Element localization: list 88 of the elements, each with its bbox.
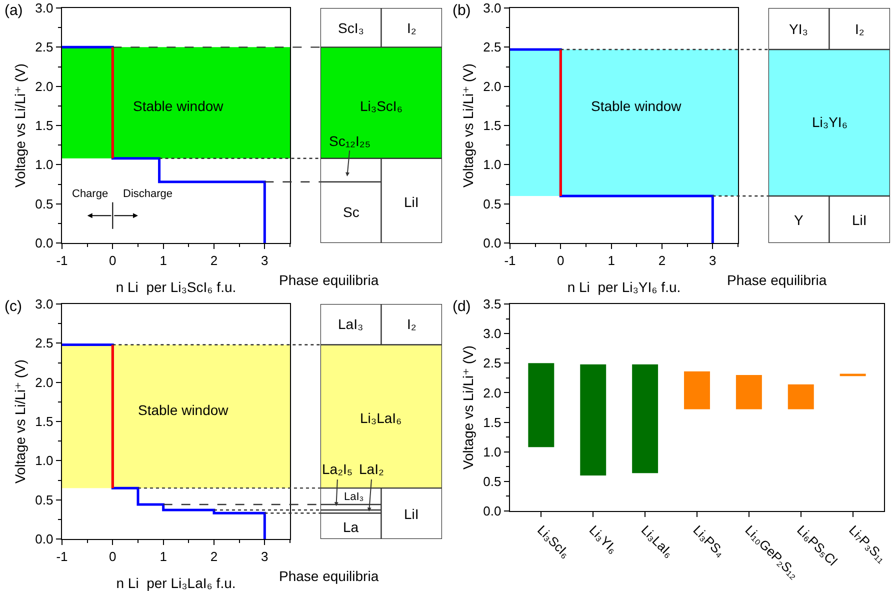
x-tick-label: 0 <box>557 252 564 268</box>
annotation: Stable window <box>133 98 224 114</box>
x-tick-label: 2 <box>658 252 666 268</box>
x-tick-label: 1 <box>160 548 167 564</box>
y-tick-label: 1.5 <box>483 118 502 134</box>
y-tick-label: 1.0 <box>483 157 502 172</box>
bar <box>632 364 658 474</box>
x-tick-label: 3 <box>709 252 716 268</box>
text: LaI₃ <box>338 316 364 332</box>
y-tick-label: 1.0 <box>35 157 54 172</box>
text: La₂I₅ <box>322 461 353 477</box>
y-axis-title: Voltage vs Li/Li⁺ (V) <box>460 63 476 188</box>
text: LaI₂ <box>359 461 384 477</box>
bar <box>684 371 710 410</box>
y-tick-label: 0.0 <box>483 236 502 251</box>
y-tick-label: 0.5 <box>483 196 502 212</box>
y-tick-label: 1.0 <box>483 444 502 460</box>
y-tick-label: 3.0 <box>35 0 54 16</box>
text: Li₃YI₆ <box>812 114 848 130</box>
text: Phase equilibria <box>279 568 379 584</box>
x-tick-label: -1 <box>56 548 68 564</box>
text: LiI <box>404 194 419 210</box>
x-axis-title: n Li per Li₃ScI₆ f.u. <box>116 279 236 295</box>
x-tick-label: 1 <box>160 252 167 268</box>
y-tick-label: 1.0 <box>35 453 54 468</box>
y-tick-label: 0.5 <box>35 492 54 508</box>
x-axis-title: n Li per Li₃LaI₆ f.u. <box>116 575 236 591</box>
y-tick-label: 0.0 <box>483 504 502 519</box>
text: ScI₃ <box>338 20 364 36</box>
text: Phase equilibria <box>727 272 827 288</box>
y-axis-title: Voltage vs Li/Li⁺ (V) <box>12 359 28 484</box>
text: Sc₁₂I₂₅ <box>329 133 370 149</box>
text: LiI <box>852 212 867 228</box>
y-axis-title: Voltage vs Li/Li⁺ (V) <box>460 345 476 470</box>
text: Li₃ScI₆ <box>360 98 402 114</box>
bar <box>788 384 814 410</box>
text: I₂ <box>407 316 416 332</box>
y-tick-label: 2.0 <box>483 385 502 400</box>
text: Phase equilibria <box>279 272 379 288</box>
text: La <box>343 519 359 535</box>
bar <box>580 364 606 476</box>
y-tick-label: 3.0 <box>35 296 54 312</box>
x-tick-label: 2 <box>210 548 218 564</box>
annotation: Stable window <box>591 98 682 114</box>
text: Sc <box>343 204 360 220</box>
chart-title: (a) <box>4 2 23 19</box>
y-tick-label: 2.0 <box>35 374 54 390</box>
y-tick-label: 0.5 <box>35 196 54 212</box>
x-tick-label: 1 <box>608 252 615 268</box>
y-tick-label: 1.5 <box>483 414 502 430</box>
y-tick-label: 2.0 <box>35 78 54 94</box>
x-tick-label: 3 <box>261 252 268 268</box>
text: YI₃ <box>789 21 808 37</box>
y-tick-label: 3.0 <box>483 326 502 342</box>
x-axis-title: n Li per Li₃YI₆ f.u. <box>567 279 681 295</box>
chart-title: (b) <box>452 2 471 19</box>
y-tick-label: 1.5 <box>35 414 54 430</box>
text: LaI₃ <box>344 491 364 503</box>
y-tick-label: 0.0 <box>35 236 54 251</box>
y-tick-label: 2.5 <box>483 356 502 371</box>
x-tick-label: 0 <box>109 252 116 268</box>
annotation: Stable window <box>138 402 230 418</box>
x-tick-label: 3 <box>261 548 268 564</box>
y-tick-label: 2.0 <box>483 78 502 94</box>
y-tick-label: 2.5 <box>483 40 502 55</box>
bar <box>736 374 762 410</box>
y-tick-label: 0.0 <box>35 532 54 547</box>
y-tick-label: 2.5 <box>35 336 54 351</box>
text: Li₃LaI₆ <box>360 410 402 426</box>
y-tick-label: 2.5 <box>35 40 54 55</box>
x-tick-label: 2 <box>210 252 218 268</box>
y-axis-title: Voltage vs Li/Li⁺ (V) <box>12 63 28 188</box>
text: I₂ <box>855 21 864 37</box>
chart-title: (c) <box>4 298 22 315</box>
y-tick-label: 3.0 <box>483 0 502 16</box>
text: LiI <box>404 506 419 522</box>
x-tick-label: -1 <box>504 252 516 268</box>
text: Y <box>794 212 804 228</box>
x-tick-label: 0 <box>109 548 116 564</box>
y-tick-label: 3.5 <box>483 296 502 312</box>
annotation: Charge <box>72 188 108 200</box>
x-tick-label: -1 <box>56 252 68 268</box>
chart-title: (d) <box>452 298 471 315</box>
annotation: Discharge <box>123 188 173 200</box>
y-tick-label: 1.5 <box>35 118 54 134</box>
y-tick-label: 0.5 <box>483 474 502 489</box>
bar <box>528 363 554 448</box>
text: I₂ <box>407 20 416 36</box>
